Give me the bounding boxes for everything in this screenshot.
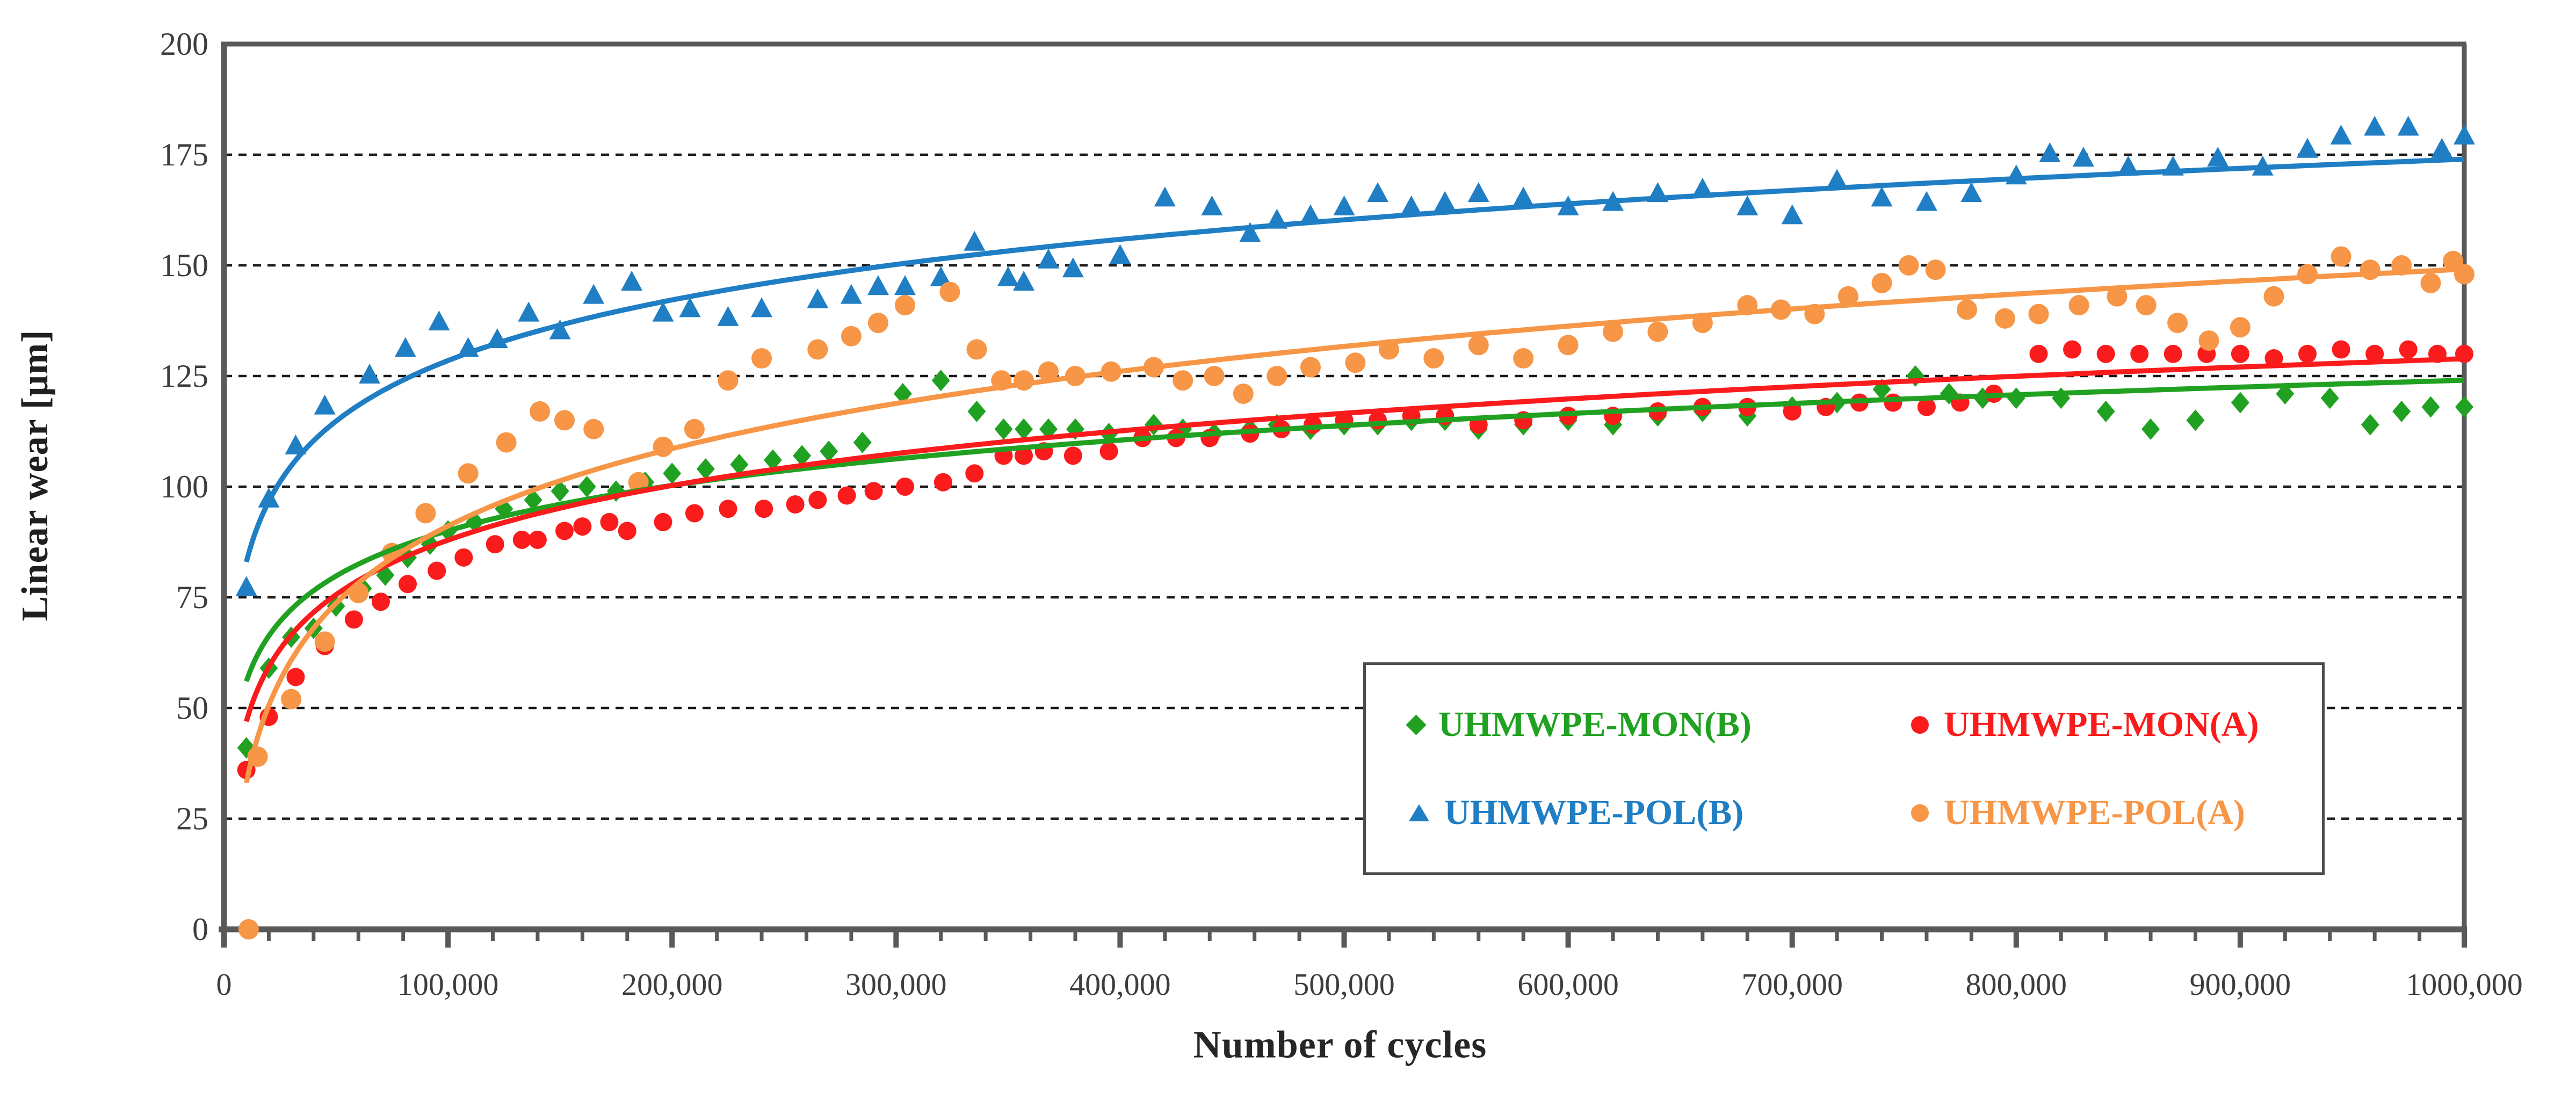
y-tick-label: 150 (160, 248, 208, 283)
y-tick-label: 100 (160, 469, 208, 504)
y-tick-label: 25 (176, 801, 208, 836)
legend-label: UHMWPE-POL(B) (1444, 793, 1744, 832)
markers-uhmwpe-pol-b- (235, 115, 2475, 596)
x-tick-label: 400,000 (1069, 967, 1171, 1002)
legend-label: UHMWPE-POL(A) (1944, 793, 2245, 832)
legend-item-uhmwpe-pol-b: UHMWPE-POL(B) (1409, 792, 1911, 833)
legend-item-uhmwpe-pol-a: UHMWPE-POL(A) (1911, 792, 2322, 833)
x-tick-label: 700,000 (1741, 967, 1843, 1002)
trendline-uhmwpe-pol-a- (244, 266, 2465, 784)
y-axis-title: Linear wear [μm] (15, 329, 56, 622)
x-tick-label: 1000,000 (2406, 967, 2523, 1002)
legend-label: UHMWPE-MON(A) (1944, 705, 2259, 744)
x-tick-label: 800,000 (1966, 967, 2067, 1002)
legend: UHMWPE-MON(B) UHMWPE-MON(A) UHMWPE-POL(B… (1363, 662, 2325, 875)
x-tick-label: 300,000 (845, 967, 947, 1002)
x-tick-label: 900,000 (2190, 967, 2291, 1002)
x-tick-label: 100,000 (397, 967, 499, 1002)
triangle-marker-icon (1409, 804, 1429, 821)
circle-marker-icon (1911, 804, 1929, 822)
x-tick-label: 600,000 (1517, 967, 1619, 1002)
y-tick-label: 200 (160, 26, 208, 62)
legend-item-uhmwpe-mon-b: UHMWPE-MON(B) (1406, 704, 1911, 745)
y-tick-label: 0 (192, 912, 208, 947)
legend-label: UHMWPE-MON(B) (1438, 705, 1752, 744)
y-tick-label: 125 (160, 358, 208, 394)
circle-marker-icon (1911, 716, 1929, 734)
diamond-marker-icon (1406, 714, 1427, 735)
trendline-uhmwpe-mon-a- (244, 356, 2465, 722)
y-tick-label: 75 (176, 580, 208, 615)
trendline-uhmwpe-pol-b- (244, 156, 2465, 563)
legend-item-uhmwpe-mon-a: UHMWPE-MON(A) (1911, 704, 2322, 745)
x-tick-label: 200,000 (621, 967, 723, 1002)
y-tick-label: 175 (160, 137, 208, 172)
x-tick-label: 0 (216, 967, 232, 1002)
y-tick-label: 50 (176, 690, 208, 726)
trendline-uhmwpe-mon-b- (244, 378, 2465, 682)
x-axis-title: Number of cycles (1193, 1023, 1487, 1066)
x-tick-label: 500,000 (1293, 967, 1395, 1002)
